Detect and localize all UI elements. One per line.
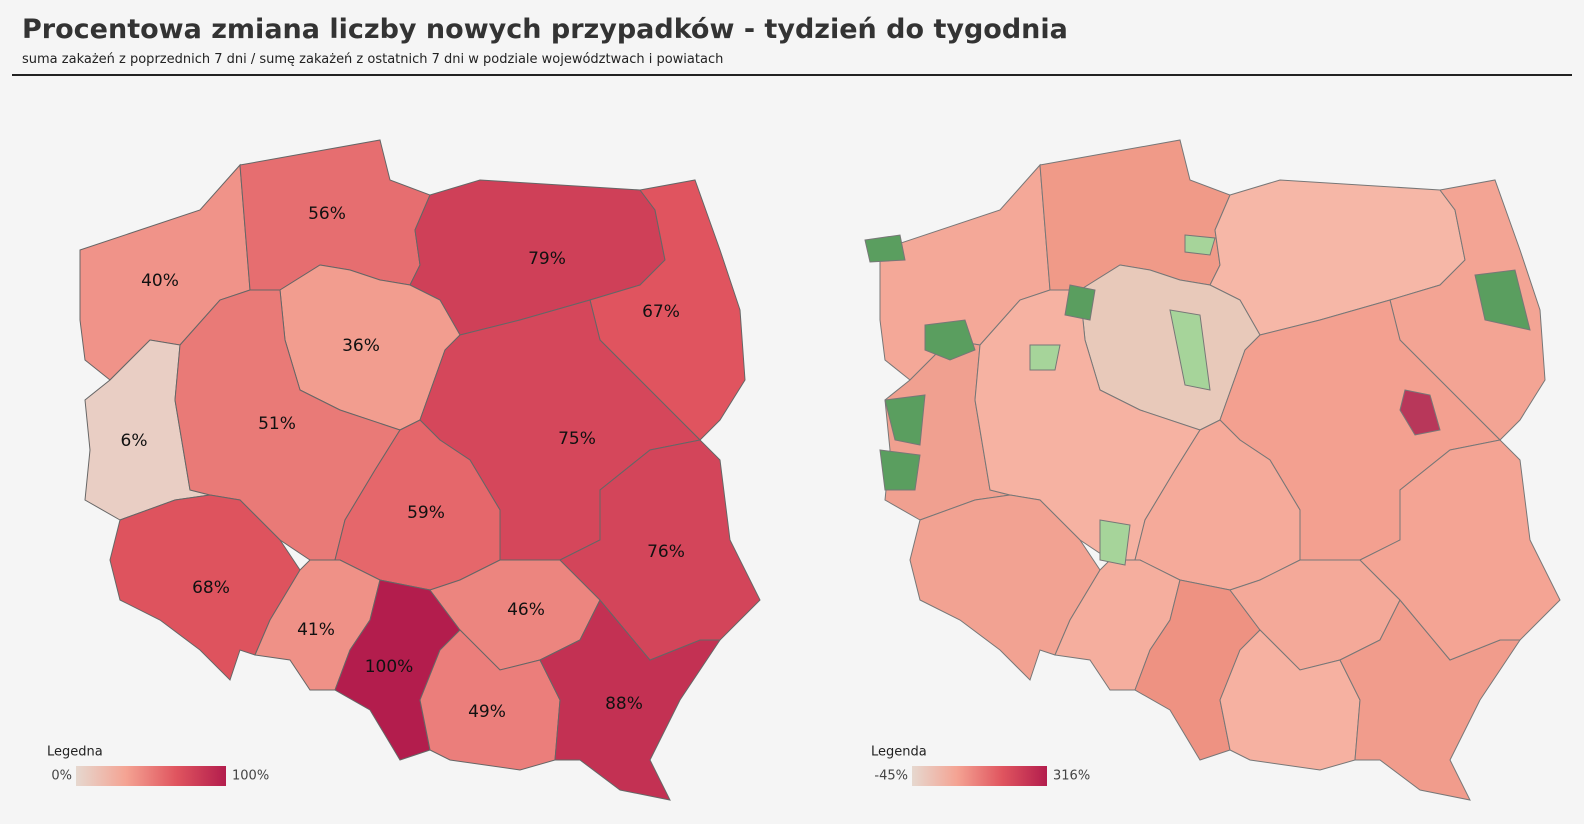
region-label: 41% (297, 620, 335, 640)
green-district (864, 234, 906, 263)
divider (12, 74, 1572, 76)
legend-min: 0% (51, 769, 72, 784)
legend-min: -45% (874, 769, 908, 784)
region-label: 75% (558, 429, 596, 449)
district-area (1219, 629, 1361, 771)
light-green-district (1169, 309, 1211, 391)
light-green-district (1184, 234, 1216, 256)
region-label: 100% (365, 657, 414, 677)
legend-title: Legenda (871, 745, 927, 760)
light-green-district (1099, 519, 1131, 566)
dark-district (1399, 389, 1441, 436)
region-label: 68% (192, 578, 230, 598)
subtitle: suma zakażeń z poprzednich 7 dni / sumę … (22, 52, 724, 67)
district-area (1359, 439, 1561, 661)
green-district (1474, 269, 1531, 331)
region-label: 76% (647, 542, 685, 562)
legend-bar (912, 766, 1047, 786)
green-district (884, 394, 926, 446)
region-label: 49% (468, 702, 506, 722)
region (419, 629, 561, 771)
region-label: 79% (528, 249, 566, 269)
title: Procentowa zmiana liczby nowych przypadk… (22, 14, 1068, 45)
region-label: 40% (141, 271, 179, 291)
legend-max: 100% (232, 769, 269, 784)
green-district (924, 319, 976, 361)
green-district (879, 449, 921, 491)
region-label: 51% (258, 414, 296, 434)
legend-bar (76, 766, 226, 786)
region-label: 46% (507, 600, 545, 620)
region-label: 67% (642, 302, 680, 322)
legend-max: 316% (1053, 769, 1090, 784)
region-label: 59% (407, 503, 445, 523)
region (559, 439, 761, 661)
region-label: 88% (605, 694, 643, 714)
region-label: 36% (342, 336, 380, 356)
legend-title: Legedna (47, 745, 103, 760)
light-green-district (1029, 344, 1061, 371)
region-label: 6% (121, 431, 148, 451)
region-label: 56% (308, 204, 346, 224)
green-district (1064, 284, 1096, 321)
